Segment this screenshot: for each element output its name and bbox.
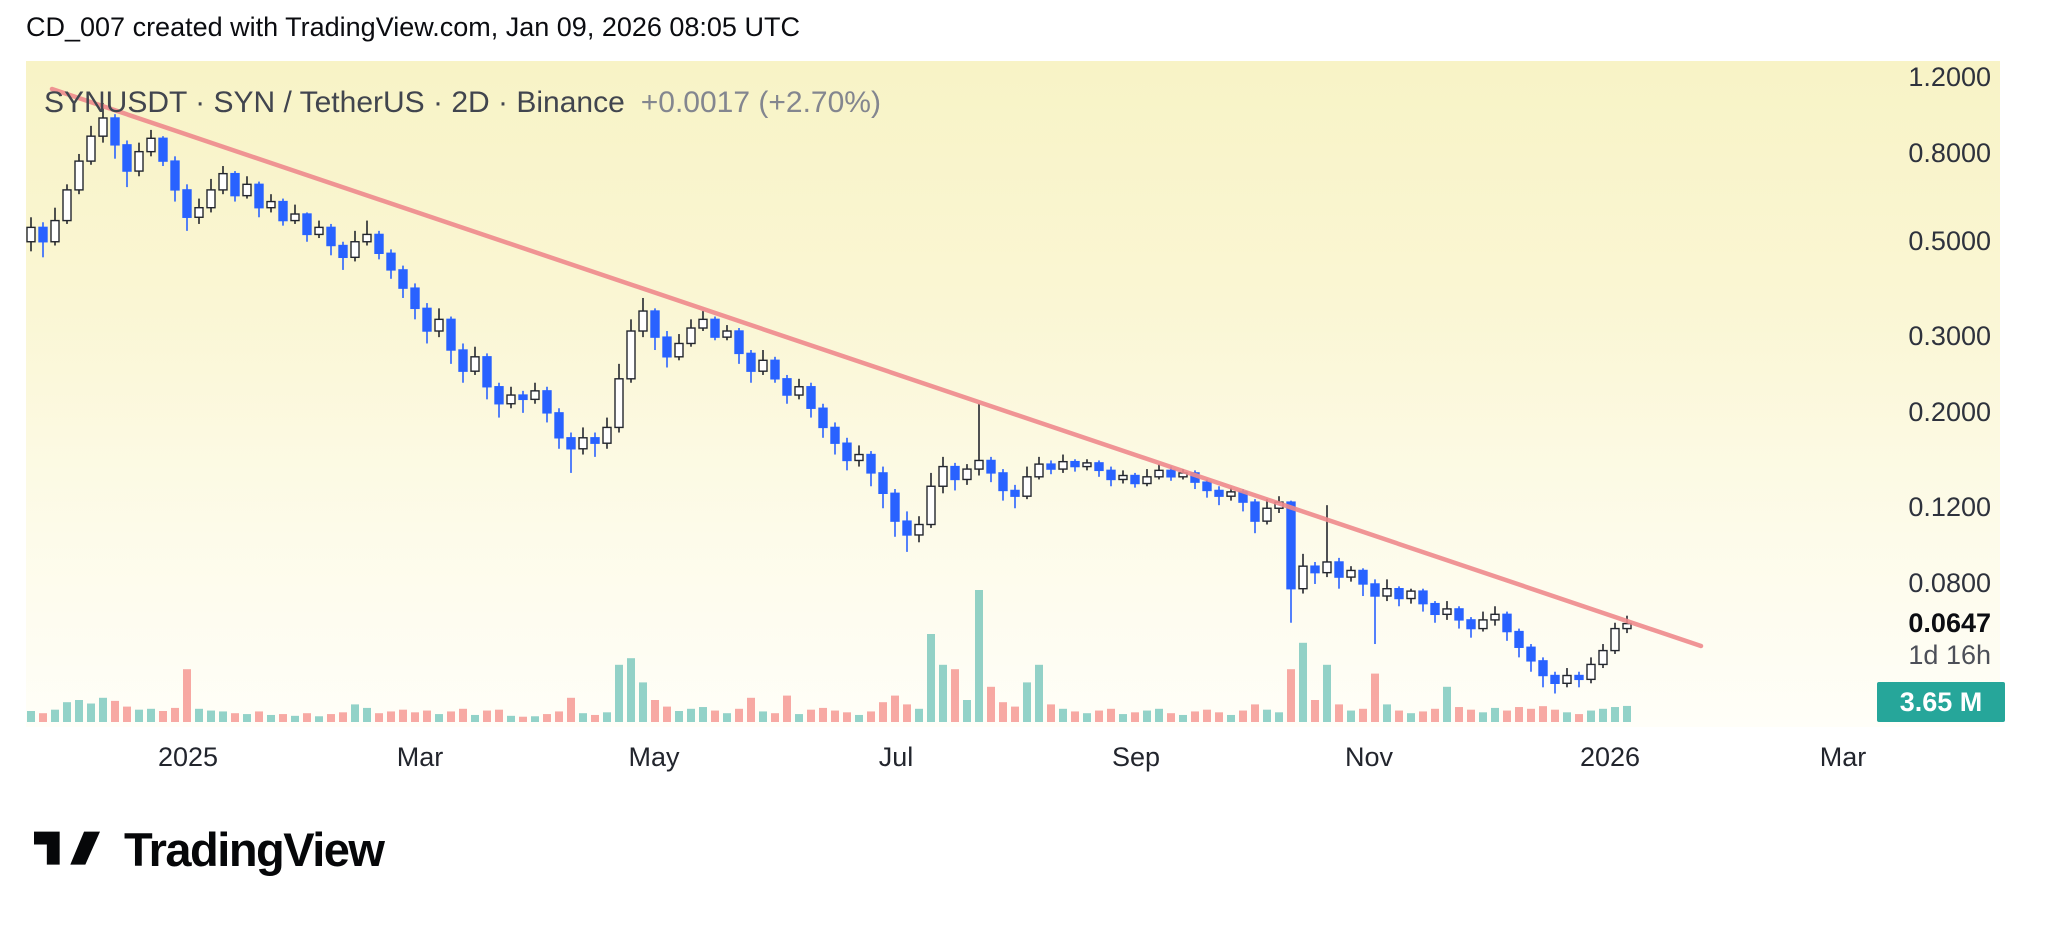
time-tick-label: 2026 — [1579, 742, 1641, 772]
price-tick-label: 0.8000 — [1908, 137, 1991, 168]
bar-countdown-label: 1d 16h — [1908, 640, 1991, 670]
symbol-info-line: SYNUSDT · SYN / TetherUS · 2D · Binance +… — [44, 86, 881, 120]
time-tick-label: 2025 — [157, 742, 219, 772]
candles-layer — [26, 103, 1632, 694]
chart-background — [26, 61, 2000, 727]
time-tick-label: Jul — [878, 742, 914, 772]
tradingview-logo-icon — [34, 831, 100, 865]
volume-bars-layer — [27, 590, 1631, 722]
volume-badge-value: 3.65 M — [1899, 686, 1983, 717]
price-tick-label: 0.0800 — [1908, 567, 1991, 598]
symbol-change: +0.0017 (+2.70%) — [640, 86, 881, 119]
tradingview-wordmark: TradingView — [124, 823, 385, 876]
time-tick-label: Nov — [1344, 742, 1394, 772]
last-price-label: 0.0647 — [1908, 608, 1991, 638]
price-tick-label: 1.2000 — [1908, 62, 1991, 93]
chart-caption: CD_007 created with TradingView.com, Jan… — [26, 12, 800, 42]
descending-trendline — [49, 86, 1704, 649]
time-tick-label: Mar — [1819, 742, 1867, 772]
price-tick-label: 0.5000 — [1908, 225, 1991, 256]
price-tick-label: 0.1200 — [1908, 492, 1991, 523]
time-tick-label: Sep — [1111, 742, 1161, 772]
volume-badge: 3.65 M — [1877, 682, 2005, 722]
price-tick-label: 0.2000 — [1908, 396, 1991, 427]
time-tick-label: May — [628, 742, 680, 772]
time-tick-label: Mar — [396, 742, 444, 772]
price-tick-label: 0.3000 — [1908, 321, 1991, 352]
symbol-title: SYNUSDT · SYN / TetherUS · 2D · Binance — [44, 86, 625, 119]
tradingview-logo[interactable]: TradingView — [34, 822, 385, 877]
